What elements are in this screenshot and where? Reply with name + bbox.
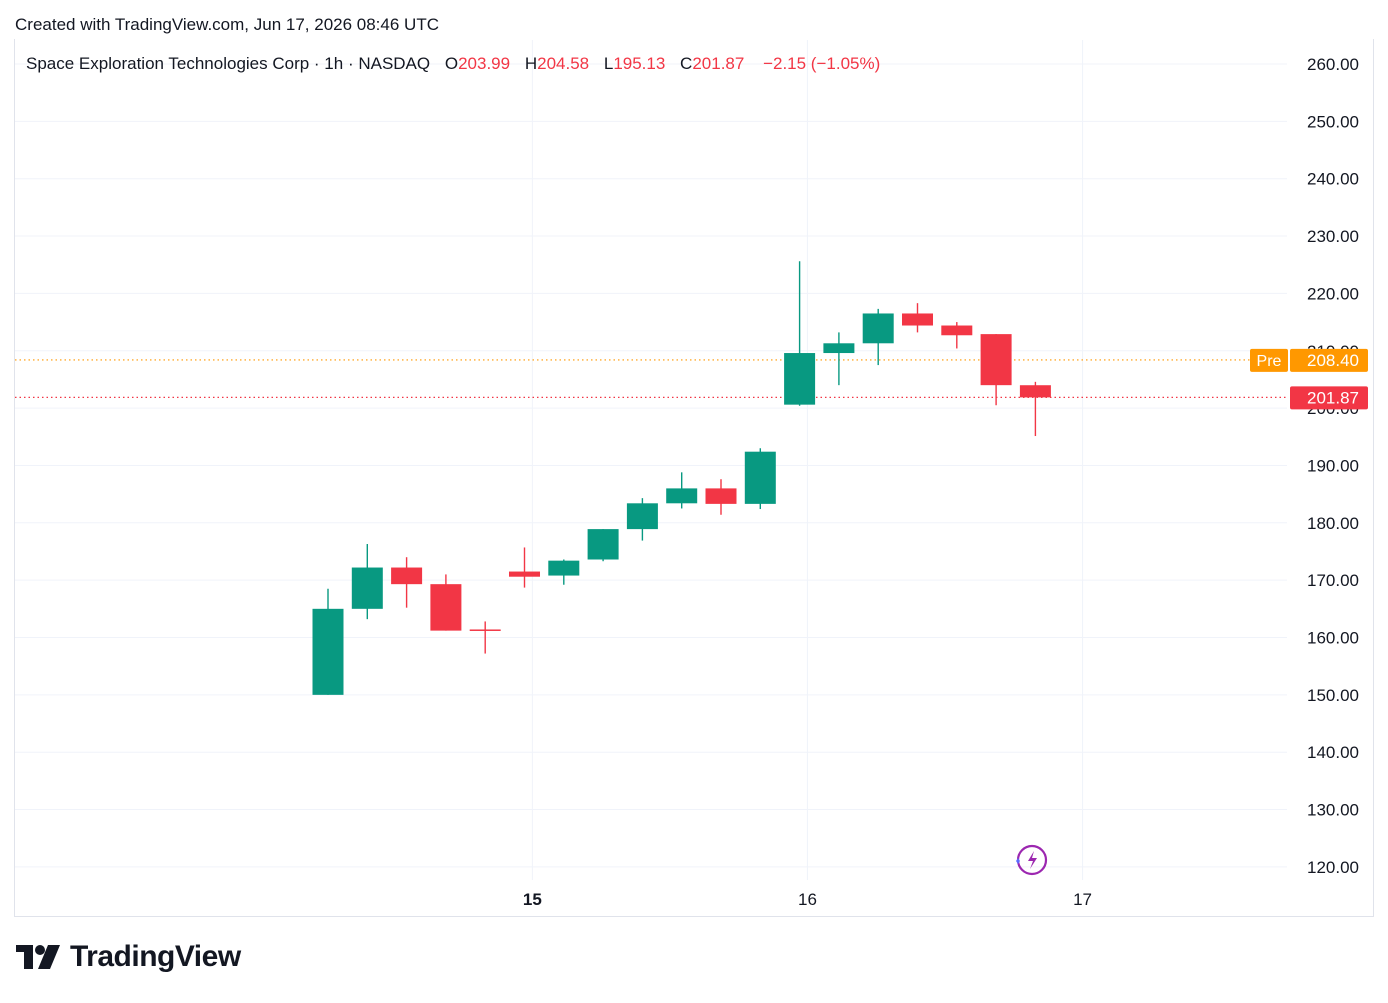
- time-axis: 15 16 17: [523, 890, 1092, 909]
- open-label: O: [444, 54, 459, 73]
- price-lines: [15, 359, 1287, 398]
- candle[interactable]: [548, 559, 580, 585]
- x-tick-label: 15: [523, 890, 542, 909]
- symbol-name[interactable]: Space Exploration Technologies Corp · 1h…: [26, 54, 431, 73]
- candle[interactable]: [587, 529, 619, 562]
- candle-body: [1019, 385, 1051, 398]
- pre-tag-label-bg: [1250, 348, 1288, 372]
- candle-body: [430, 584, 462, 631]
- candle-body: [626, 503, 658, 530]
- y-tick-label: 160.00: [1307, 629, 1359, 648]
- lightning-sparkle-icon[interactable]: [1016, 844, 1048, 876]
- candle-body: [705, 488, 737, 504]
- candle[interactable]: [980, 334, 1012, 406]
- candle-body: [391, 567, 423, 585]
- y-tick-label: 230.00: [1307, 227, 1359, 246]
- candle[interactable]: [391, 557, 423, 608]
- tradingview-wordmark: TradingView: [70, 940, 241, 973]
- candle-body: [666, 488, 698, 504]
- pre-price-tag: 208.40: [1307, 351, 1359, 370]
- close-label: C: [680, 54, 693, 73]
- candle[interactable]: [823, 332, 855, 386]
- x-tick-label: 17: [1073, 890, 1092, 909]
- close-value: 201.87: [692, 54, 745, 73]
- tradingview-logo-icon: [16, 945, 60, 969]
- y-tick-label: 220.00: [1307, 284, 1359, 303]
- candle-body: [548, 560, 580, 576]
- candle-body: [980, 334, 1012, 386]
- created-with-caption: Created with TradingView.com, Jun 17, 20…: [15, 15, 439, 34]
- y-tick-label: 130.00: [1307, 801, 1359, 820]
- y-tick-label: 120.00: [1307, 858, 1359, 877]
- grid-lines: [15, 40, 1287, 880]
- candle-body: [902, 313, 933, 326]
- last-price-tag: 201.87: [1307, 388, 1359, 407]
- candles: [312, 261, 1051, 695]
- pre-tag-label: Pre: [1257, 353, 1282, 370]
- pre-price-tag-bg: [1290, 348, 1368, 372]
- candle[interactable]: [941, 322, 973, 349]
- candle-body: [351, 567, 383, 609]
- candle[interactable]: [744, 448, 776, 510]
- low-value: 195.13: [613, 54, 666, 73]
- candle[interactable]: [626, 498, 658, 541]
- high-label: H: [524, 54, 538, 73]
- low-label: L: [603, 54, 614, 73]
- y-tick-label: 190.00: [1307, 456, 1359, 475]
- candle-body: [823, 343, 855, 354]
- x-tick-label: 16: [798, 890, 817, 909]
- candle-body: [744, 451, 776, 504]
- candle[interactable]: [902, 303, 933, 333]
- y-tick-label: 140.00: [1307, 743, 1359, 762]
- high-value: 204.58: [537, 54, 590, 73]
- y-tick-label: 260.00: [1307, 55, 1359, 74]
- last-price-tag-bg: [1290, 386, 1368, 410]
- candle[interactable]: [430, 574, 462, 631]
- change-value: −2.15 (−1.05%): [763, 54, 881, 73]
- candle[interactable]: [784, 261, 816, 406]
- tradingview-logo[interactable]: TradingView: [16, 940, 241, 974]
- candle[interactable]: [705, 479, 737, 515]
- y-tick-label: 240.00: [1307, 170, 1359, 189]
- symbol-legend: Space Exploration Technologies Corp · 1h…: [26, 54, 880, 74]
- candle[interactable]: [469, 621, 501, 654]
- candle-body: [312, 608, 344, 695]
- candle-body: [509, 571, 540, 577]
- open-value: 203.99: [458, 54, 511, 73]
- candle[interactable]: [509, 547, 540, 588]
- candle-body: [941, 325, 973, 336]
- y-tick-label: 180.00: [1307, 514, 1359, 533]
- y-tick-label: 250.00: [1307, 112, 1359, 131]
- candle-body: [784, 353, 816, 405]
- price-tags: Pre 208.40 201.87: [1250, 348, 1368, 410]
- price-axis: 120.00 130.00 140.00 150.00 160.00 170.00 180.…: [1307, 55, 1359, 877]
- candle[interactable]: [666, 472, 698, 509]
- candle-body: [469, 629, 501, 631]
- candle-body: [862, 313, 894, 344]
- chart-frame: [14, 39, 1374, 917]
- y-tick-label: 150.00: [1307, 686, 1359, 705]
- candle-body: [587, 529, 619, 560]
- candle[interactable]: [351, 544, 383, 620]
- y-tick-label: 170.00: [1307, 571, 1359, 590]
- candle[interactable]: [312, 588, 344, 695]
- candle[interactable]: [1019, 381, 1051, 437]
- candle[interactable]: [862, 308, 894, 366]
